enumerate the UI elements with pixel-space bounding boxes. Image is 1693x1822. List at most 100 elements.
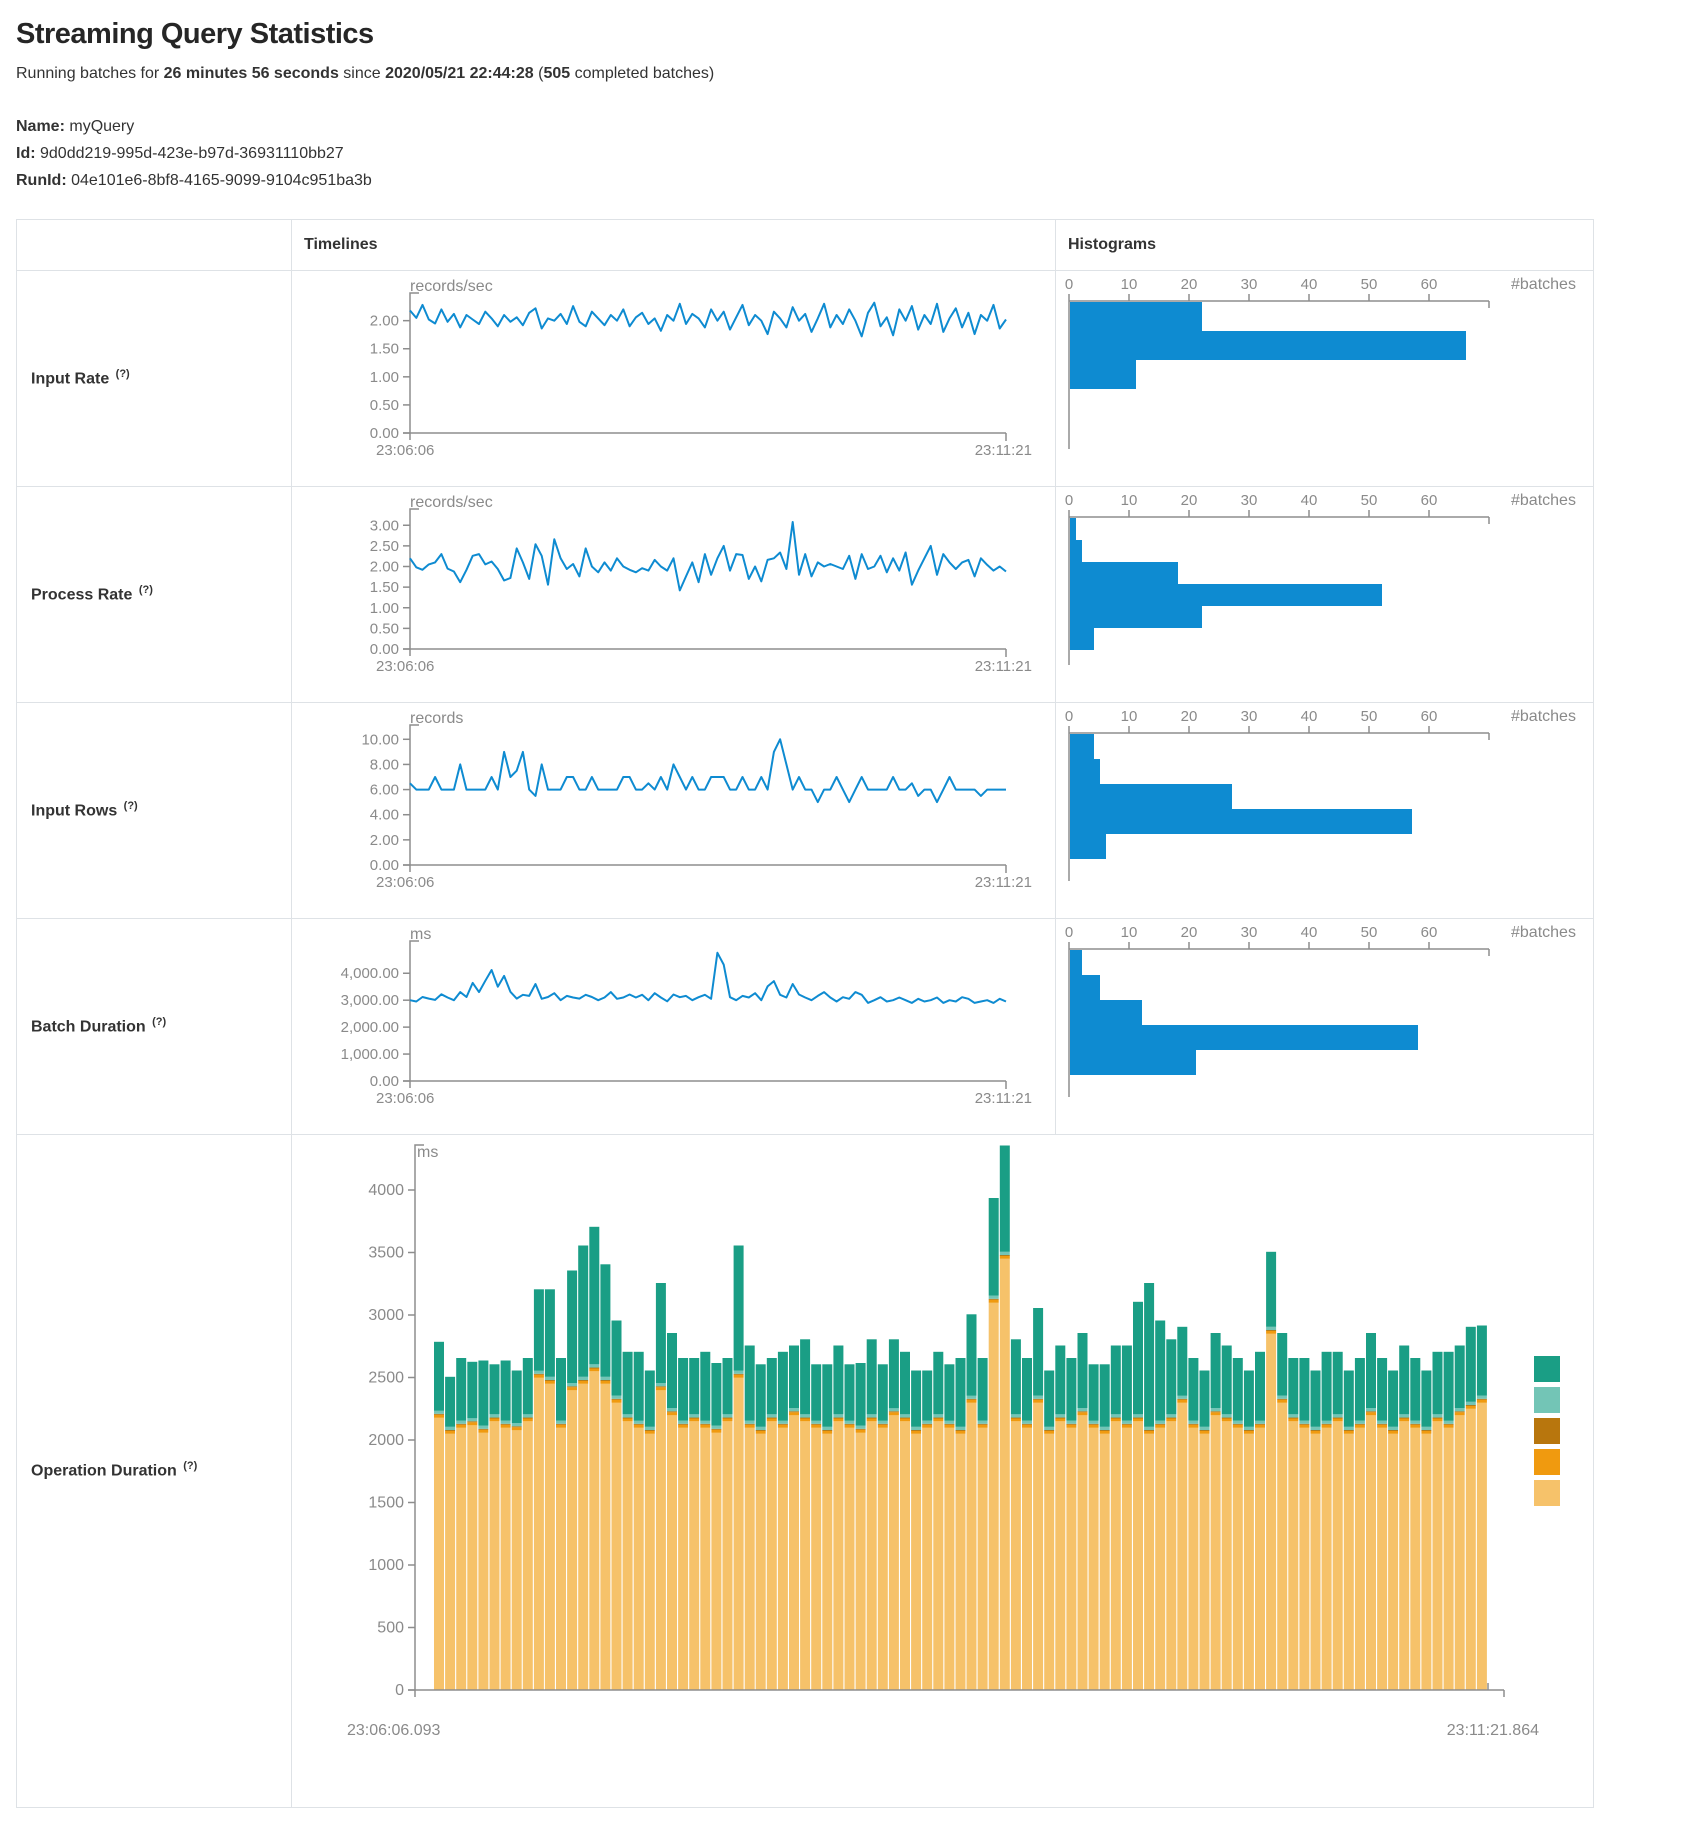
input-rows-histogram-cell: 0 10 20 30 40 50 60 #batches: [1055, 701, 1594, 919]
svg-text:2.50: 2.50: [370, 537, 399, 554]
svg-text:2000: 2000: [368, 1432, 404, 1449]
svg-text:30: 30: [1241, 276, 1258, 293]
process-rate-timeline-svg: records/sec3.002.502.001.501.000.500.002…: [370, 494, 1032, 675]
page-title: Streaming Query Statistics: [16, 18, 374, 50]
corner-cell: [16, 218, 292, 271]
svg-text:0.00: 0.00: [370, 641, 399, 658]
help-icon[interactable]: (?): [152, 1015, 167, 1028]
table-header-row: Timelines Histograms: [16, 218, 1594, 271]
svg-text:1.00: 1.00: [370, 368, 399, 385]
svg-text:1000: 1000: [368, 1557, 404, 1574]
svg-text:records/sec: records/sec: [410, 278, 493, 295]
runid-value: 04e101e6-8bf8-4165-9099-9104c951ba3b: [71, 172, 372, 190]
process-rate-histogram-chart: 0 10 20 30 40 50 60 #batches: [1056, 487, 1593, 702]
svg-text:0.00: 0.00: [370, 857, 399, 874]
svg-text:40: 40: [1301, 492, 1318, 509]
input-rows-timeline-chart: records 10.00 8.00 6.00 4.00 2.00 0.00 23:06:06…: [292, 703, 1055, 918]
svg-text:1,000.00: 1,000.00: [341, 1046, 399, 1063]
help-icon[interactable]: (?): [138, 583, 153, 596]
legend-swatch: [1534, 1355, 1560, 1382]
svg-text:10: 10: [1121, 276, 1138, 293]
svg-text:50: 50: [1361, 492, 1378, 509]
svg-text:50: 50: [1361, 708, 1378, 725]
batch-duration-timeline-chart: ms 4,000.00 3,000.00 2,000.00 1,000.00 0.00 23…: [292, 919, 1055, 1134]
operation-duration-chart-cell: ms 4000 3500 3000 2500 2000 1500 1000 500 0 23:06:…: [291, 1133, 1594, 1808]
svg-text:2.00: 2.00: [370, 312, 399, 329]
svg-text:500: 500: [377, 1619, 404, 1636]
query-runid-line: RunId: 04e101e6-8bf8-4165-9099-9104c951b…: [16, 167, 1677, 194]
svg-text:#batches: #batches: [1511, 276, 1576, 293]
svg-text:20: 20: [1181, 708, 1198, 725]
process-rate-histogram-svg: 0 10 20 30 40 50 60 #batches: [1065, 492, 1576, 665]
svg-text:30: 30: [1241, 924, 1258, 941]
input-rate-histogram-svg: 0 10 20 30 40 50 60 #batches: [1065, 276, 1576, 449]
histograms-column-header: Histograms: [1055, 218, 1594, 271]
svg-text:60: 60: [1421, 708, 1438, 725]
help-icon[interactable]: (?): [123, 799, 138, 812]
input-rate-timeline-chart: records/sec 2.00 1.50 1.00 0.50 0.00 23:06:06 2…: [292, 271, 1055, 486]
svg-text:3000: 3000: [368, 1307, 404, 1324]
svg-text:50: 50: [1361, 276, 1378, 293]
svg-text:4000: 4000: [368, 1182, 404, 1199]
svg-text:23:11:21: 23:11:21: [975, 874, 1032, 891]
svg-text:23:11:21: 23:11:21: [975, 442, 1032, 459]
svg-text:0: 0: [1065, 924, 1073, 941]
help-icon[interactable]: (?): [115, 367, 130, 380]
input-rate-timeline-cell: records/sec 2.00 1.50 1.00 0.50 0.00 23:06:06 2…: [291, 269, 1056, 487]
row-label: Operation Duration: [31, 1462, 177, 1480]
row-label: Process Rate: [31, 586, 133, 604]
svg-text:0.50: 0.50: [370, 620, 399, 637]
svg-text:6.00: 6.00: [370, 781, 399, 798]
process-rate-timeline-cell: records/sec 3.00 2.50 2.00 1.50 1.00 0.50 0.00 2…: [291, 485, 1056, 703]
start-timestamp: 2020/05/21 22:44:28: [385, 65, 534, 82]
svg-text:4,000.00: 4,000.00: [341, 965, 399, 982]
batch-duration-histogram-svg: 0 10 20 30 40 50 60 #batches: [1065, 924, 1576, 1097]
svg-text:23:06:06: 23:06:06: [376, 1090, 434, 1107]
runid-label: RunId:: [16, 172, 67, 190]
batch-duration-histogram-cell: 0 10 20 30 40 50 60 #batches: [1055, 917, 1594, 1135]
svg-text:0: 0: [1065, 276, 1073, 293]
name-value: myQuery: [69, 118, 135, 135]
operation-duration-label-cell: Operation Duration (?): [16, 1133, 292, 1808]
id-value: 9d0dd219-995d-423e-b97d-36931110bb27: [40, 145, 344, 163]
operation-duration-svg: ms 4000 3500 3000 2500 2000 1500 1000 500 0 23:06:…: [347, 1144, 1560, 1739]
legend-swatch: [1534, 1417, 1560, 1444]
input-rate-label-cell: Input Rate (?): [16, 269, 292, 487]
timelines-column-header: Timelines: [291, 218, 1056, 271]
svg-text:1.00: 1.00: [370, 599, 399, 616]
svg-text:60: 60: [1421, 492, 1438, 509]
svg-text:records/sec: records/sec: [410, 494, 493, 511]
summary-text: (: [533, 65, 544, 82]
svg-text:#batches: #batches: [1511, 708, 1576, 725]
statistics-table: Timelines Histograms Input Rate (?) reco…: [16, 218, 1594, 1808]
input-rows-timeline-svg: records 10.00 8.00 6.00 4.00 2.00 0.0023:06:06…: [361, 710, 1032, 891]
input-rows-histogram-svg: 0 10 20 30 40 50 60 #batches: [1065, 708, 1576, 881]
svg-text:#batches: #batches: [1511, 924, 1576, 941]
svg-text:10: 10: [1121, 924, 1138, 941]
summary-text: completed batches): [570, 65, 715, 82]
help-icon[interactable]: (?): [183, 1460, 198, 1473]
id-label: Id:: [16, 145, 36, 163]
svg-text:10: 10: [1121, 708, 1138, 725]
svg-text:10.00: 10.00: [361, 731, 399, 748]
completed-batches-count: 505: [543, 65, 571, 82]
svg-text:ms: ms: [417, 1144, 438, 1161]
input-rows-label-cell: Input Rows (?): [16, 701, 292, 919]
svg-text:0: 0: [395, 1682, 404, 1699]
process-rate-histogram-cell: 0 10 20 30 40 50 60 #batches: [1055, 485, 1594, 703]
summary-text: since: [338, 65, 386, 82]
svg-text:3500: 3500: [368, 1244, 404, 1261]
input-rows-timeline-cell: records 10.00 8.00 6.00 4.00 2.00 0.00 23:06:06…: [291, 701, 1056, 919]
operation-duration-stacked-chart: ms 4000 3500 3000 2500 2000 1500 1000 500 0 23:06:…: [292, 1135, 1593, 1807]
svg-text:23:11:21: 23:11:21: [975, 658, 1032, 675]
row-label: Input Rows: [31, 802, 118, 820]
legend-swatch: [1534, 1386, 1560, 1413]
operation-duration-row: Operation Duration (?) ms 4000 3500 3000 250…: [16, 1133, 1594, 1808]
batch-duration-histogram-chart: 0 10 20 30 40 50 60 #batches: [1056, 919, 1593, 1134]
svg-text:0.00: 0.00: [370, 1073, 399, 1090]
svg-text:1.50: 1.50: [370, 340, 399, 357]
svg-text:23:06:06: 23:06:06: [376, 442, 434, 459]
svg-text:0: 0: [1065, 708, 1073, 725]
